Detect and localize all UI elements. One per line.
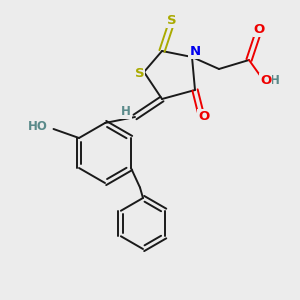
Text: O: O [260,74,271,87]
Text: S: S [135,67,144,80]
Text: S: S [167,14,176,27]
Text: HO: HO [28,119,47,133]
Text: H: H [270,74,279,87]
Text: O: O [198,110,210,124]
Text: H: H [121,105,131,118]
Text: O: O [254,23,265,36]
Text: N: N [189,45,201,58]
